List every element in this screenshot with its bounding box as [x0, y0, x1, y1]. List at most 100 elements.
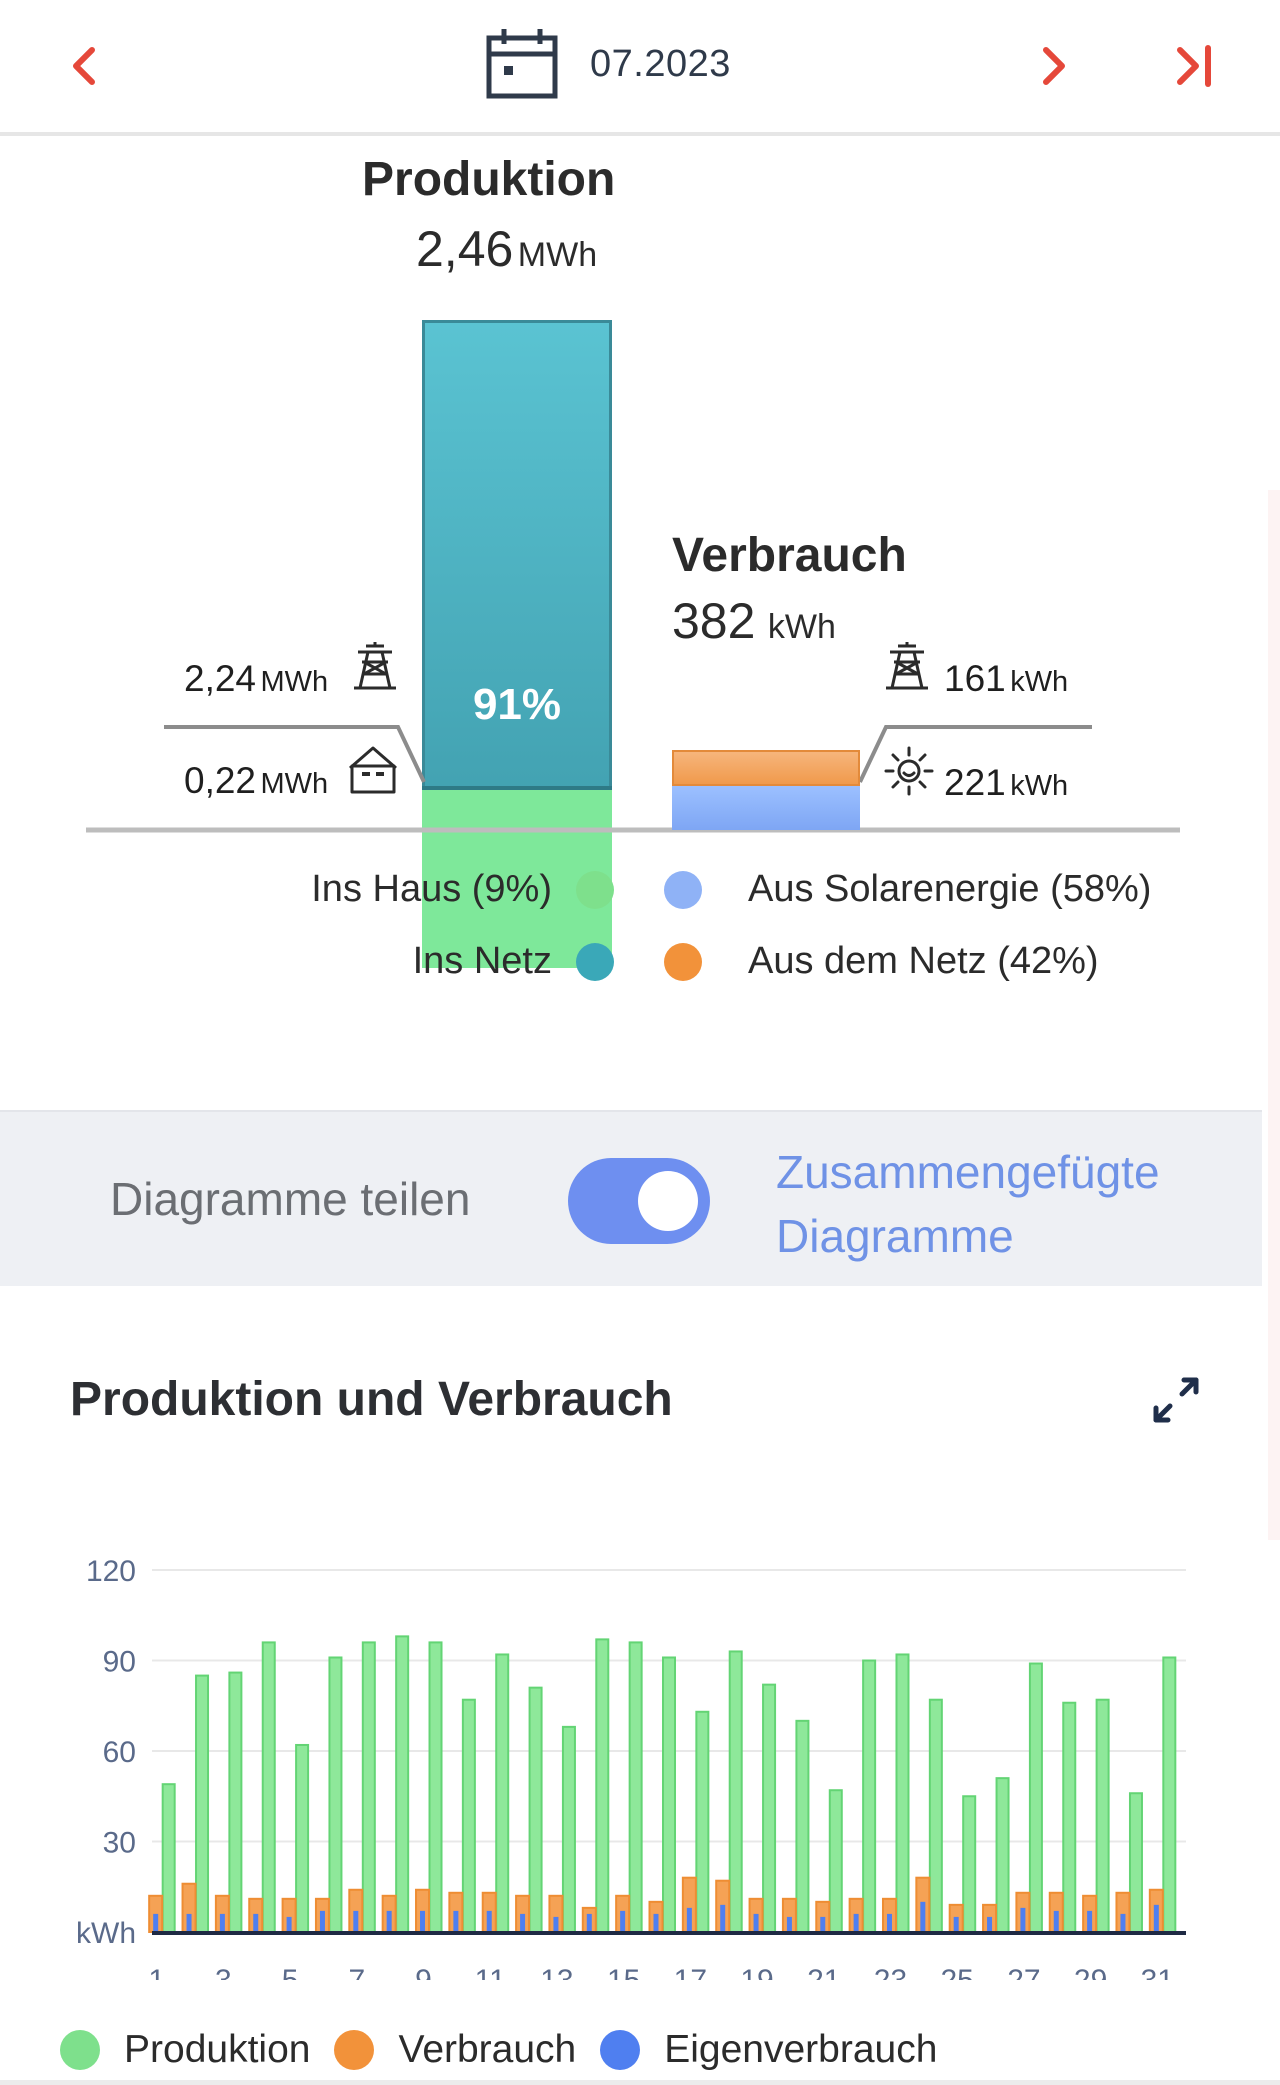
self-consumption-bar [686, 1907, 692, 1932]
self-consumption-bar [886, 1913, 892, 1932]
production-bar [361, 1641, 376, 1934]
self-consumption-bar [953, 1916, 959, 1932]
current-month-label: 07.2023 [590, 42, 731, 85]
x-tick-label: 3 [215, 1964, 232, 1980]
self-consumption-bar [186, 1913, 192, 1932]
grid-import-line [858, 725, 1092, 783]
x-tick-label: 7 [348, 1964, 365, 1980]
self-consumption-bar [987, 1916, 993, 1932]
self-consumption-bar [286, 1916, 292, 1932]
x-tick-label: 23 [874, 1964, 907, 1980]
production-bar [795, 1719, 810, 1933]
legend-dot-teal [576, 942, 614, 981]
next-month-button[interactable] [1024, 36, 1084, 96]
self-consumption-bar [1087, 1910, 1093, 1932]
legend-item-ins-netz: Ins Netz [413, 940, 614, 983]
consumption-from-solar-amount: 221 kWh [944, 762, 1068, 804]
consumption-from-grid-bar [672, 750, 860, 786]
self-consumption-bar [753, 1913, 759, 1932]
y-tick-label: 120 [86, 1555, 136, 1588]
y-tick-label: 30 [103, 1827, 136, 1860]
to-house-unit: MWh [260, 768, 329, 800]
production-bar [295, 1743, 310, 1933]
chevron-left-icon [73, 47, 95, 85]
previous-month-button[interactable] [54, 36, 114, 96]
production-bar [962, 1795, 977, 1933]
self-consumption-bar [820, 1916, 826, 1932]
y-axis-unit-label: kWh [76, 1917, 136, 1950]
production-bar [1162, 1656, 1177, 1933]
last-month-button[interactable] [1164, 36, 1224, 96]
x-tick-label: 13 [540, 1964, 573, 1980]
legend-dot-blue [664, 870, 702, 909]
self-consumption-bar [319, 1910, 325, 1932]
chart-legend-item-self-consumption[interactable]: Eigenverbrauch [600, 2028, 937, 2072]
legend-label: Verbrauch [398, 2028, 577, 2071]
production-bar [895, 1653, 910, 1933]
production-bar [762, 1683, 777, 1933]
self-consumption-bar [453, 1910, 459, 1932]
split-diagrams-label: Diagramme teilen [110, 1173, 471, 1225]
from-grid-unit: kWh [1010, 666, 1069, 698]
x-tick-label: 15 [607, 1964, 640, 1980]
self-consumption-bar [1020, 1907, 1026, 1932]
x-tick-label: 31 [1141, 1964, 1174, 1980]
production-bar [195, 1674, 210, 1933]
self-consumption-bar [586, 1913, 592, 1932]
self-consumption-bar [153, 1913, 159, 1932]
x-tick-label: 9 [415, 1964, 432, 1980]
production-bar [862, 1659, 877, 1933]
production-bar [728, 1650, 743, 1933]
to-house-value: 0,22 [184, 760, 257, 801]
consumption-total: 382 kWh [672, 592, 836, 650]
consumption-from-grid-amount: 161 kWh [944, 658, 1068, 700]
chart-title: Produktion und Verbrauch [70, 1373, 673, 1426]
chart-legend-item-production[interactable]: Produktion [60, 2028, 310, 2072]
from-grid-value: 161 [944, 658, 1006, 699]
chart-legend: Produktion Verbrauch Eigenverbrauch [60, 2028, 961, 2072]
to-grid-value: 2,24 [184, 658, 257, 699]
legend-item-aus-netz: Aus dem Netz (42%) [664, 940, 1099, 983]
self-consumption-bar [653, 1913, 659, 1932]
legend-label: Ins Netz [412, 940, 552, 982]
production-bar [995, 1777, 1010, 1933]
date-selector[interactable]: 07.2023 [484, 26, 731, 102]
self-consumption-bar [486, 1910, 492, 1932]
self-consumption-bar [853, 1913, 859, 1932]
x-tick-label: 21 [807, 1964, 840, 1980]
production-to-grid-amount: 2,24 MWh [184, 658, 328, 700]
consumption-from-solar-bar [672, 786, 860, 830]
top-bar: 07.2023 [0, 0, 1280, 136]
energy-flow-diagram: Produktion 2,46 MWh 91% 2,24 MWh 0,22 [0, 140, 1280, 1100]
diagram-mode-section: Diagramme teilen Zusammengefügte Diagram… [0, 1110, 1262, 1286]
bottom-divider [0, 2080, 1280, 2085]
consumption-title: Verbrauch [672, 529, 907, 582]
self-consumption-bar [219, 1913, 225, 1932]
self-consumption-bar [1120, 1913, 1126, 1932]
diagram-mode-toggle[interactable] [568, 1158, 710, 1244]
expand-chart-button[interactable] [1148, 1372, 1204, 1428]
legend-label: Aus dem Netz (42%) [748, 940, 1099, 982]
merged-diagrams-label[interactable]: Zusammengefügte Diagramme [776, 1140, 1236, 1268]
self-consumption-bar [420, 1910, 426, 1932]
x-tick-label: 17 [674, 1964, 707, 1980]
scroll-indicator [1268, 490, 1280, 1540]
production-to-house-amount: 0,22 MWh [184, 760, 328, 802]
legend-label: Ins Haus (9%) [311, 868, 552, 910]
from-solar-unit: kWh [1010, 770, 1069, 802]
y-tick-label: 90 [103, 1646, 136, 1679]
production-bar [1062, 1701, 1077, 1933]
chart-legend-item-consumption[interactable]: Verbrauch [334, 2028, 576, 2072]
x-tick-label: 25 [941, 1964, 974, 1980]
self-consumption-bar [520, 1913, 526, 1932]
calendar-icon [486, 29, 558, 99]
production-bar [328, 1656, 343, 1933]
production-bar [161, 1783, 176, 1933]
production-total: 2,46 MWh [416, 220, 597, 278]
consumption-unit: kWh [767, 608, 836, 646]
self-consumption-bar [920, 1901, 926, 1932]
power-pylon-icon [886, 642, 928, 690]
legend-label: Aus Solarenergie (58%) [748, 868, 1152, 910]
consumption-value: 382 [672, 593, 756, 649]
